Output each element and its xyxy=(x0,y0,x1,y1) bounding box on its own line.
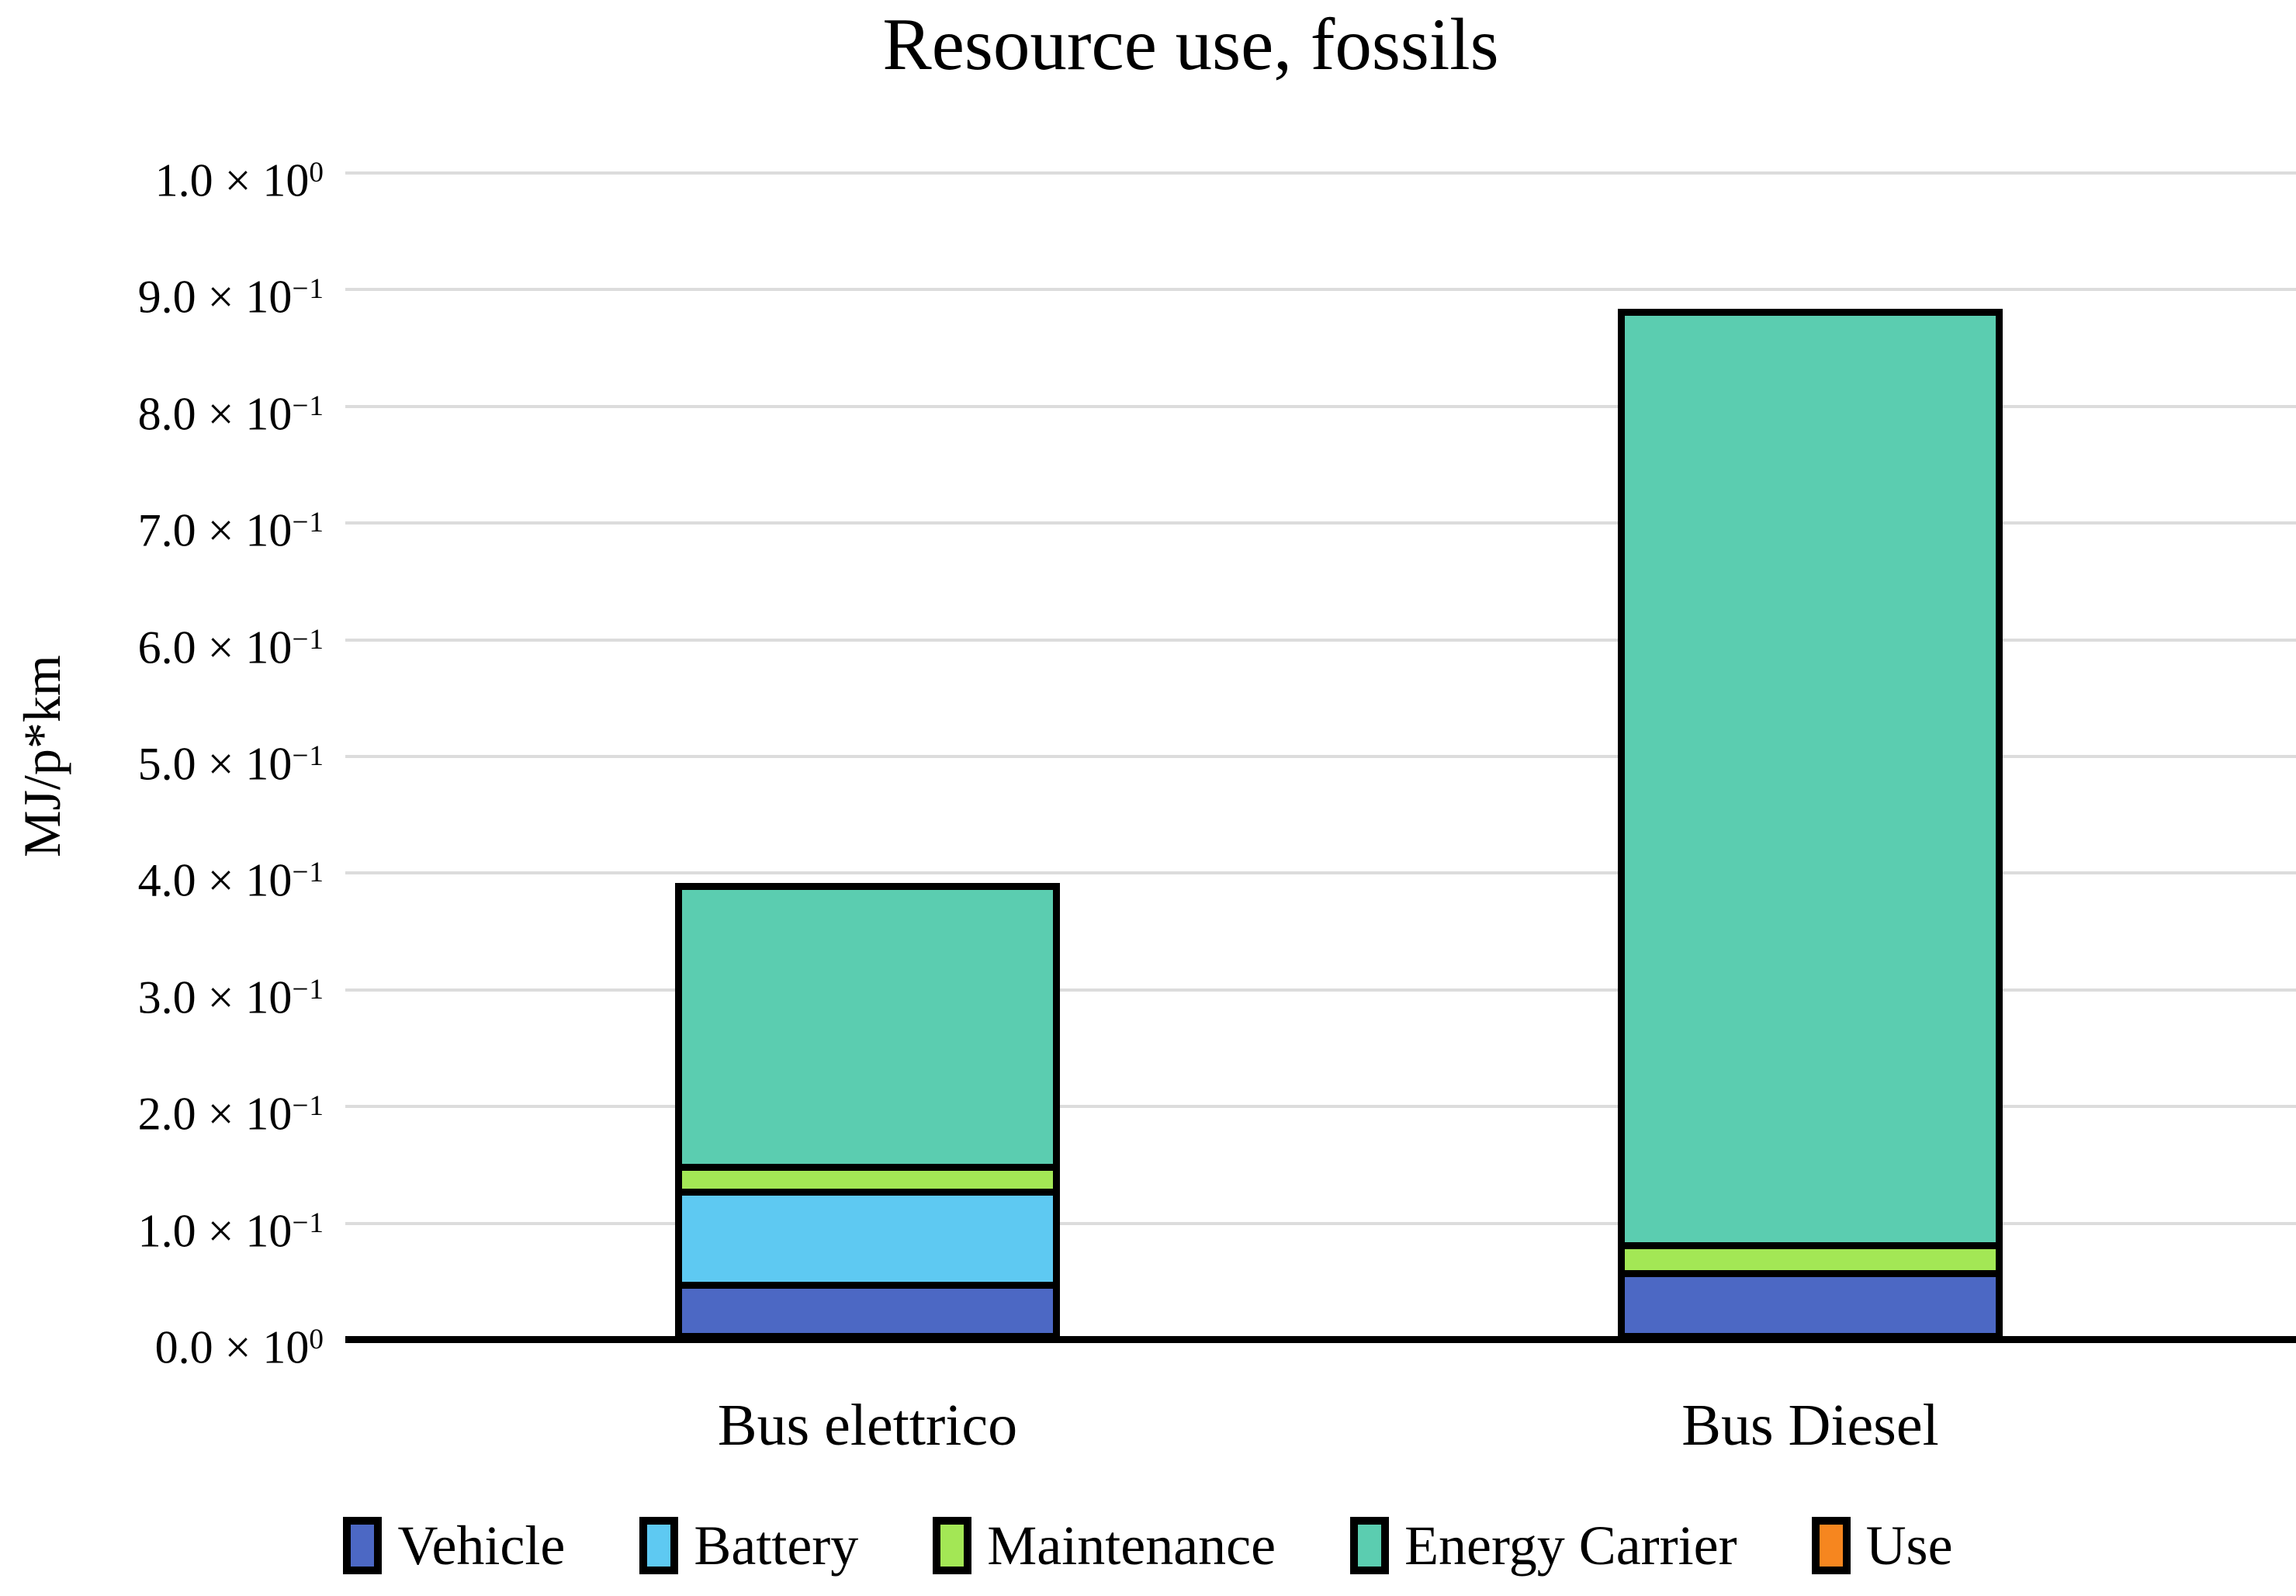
gridline xyxy=(345,405,2296,408)
legend-item-vehicle: Vehicle xyxy=(343,1508,565,1583)
y-tick-exponent: −1 xyxy=(292,1090,324,1122)
x-axis-line xyxy=(345,1336,2296,1343)
gridline xyxy=(345,171,2296,175)
y-tick-exponent: −1 xyxy=(292,974,324,1006)
y-tick-mantissa: 7.0 × 10 xyxy=(137,504,293,556)
legend-swatch-energy-carrier xyxy=(1350,1517,1390,1574)
bar-segment-energy-carrier xyxy=(675,883,1060,1171)
legend-label: Maintenance xyxy=(987,1515,1276,1577)
y-tick-mantissa: 9.0 × 10 xyxy=(137,271,293,323)
legend-swatch-maintenance xyxy=(933,1517,972,1574)
gridline xyxy=(345,639,2296,642)
y-tick-mantissa: 1.0 × 10 xyxy=(137,1205,293,1257)
x-category-label-bus-elettrico: Bus elettrico xyxy=(717,1393,1018,1458)
y-tick-exponent: −1 xyxy=(292,624,324,656)
y-tick-label: 6.0 × 10−1 xyxy=(0,612,324,676)
y-tick-label: 1.0 × 10−1 xyxy=(0,1196,324,1259)
y-tick-exponent: 0 xyxy=(309,1324,324,1355)
legend-label: Energy Carrier xyxy=(1404,1515,1737,1577)
y-tick-label: 5.0 × 10−1 xyxy=(0,729,324,792)
y-tick-label: 2.0 × 10−1 xyxy=(0,1078,324,1142)
y-tick-label: 0.0 × 100 xyxy=(0,1312,324,1376)
legend-label: Vehicle xyxy=(397,1515,566,1577)
x-category-label-bus-diesel: Bus Diesel xyxy=(1681,1393,1939,1458)
gridline xyxy=(345,871,2296,874)
gridline xyxy=(345,521,2296,524)
legend-swatch-vehicle xyxy=(343,1517,383,1574)
y-tick-mantissa: 2.0 × 10 xyxy=(137,1088,293,1140)
bar-segment-vehicle xyxy=(675,1282,1060,1340)
legend-item-maintenance: Maintenance xyxy=(933,1508,1276,1583)
y-tick-mantissa: 3.0 × 10 xyxy=(137,971,293,1023)
y-tick-label: 4.0 × 10−1 xyxy=(0,845,324,909)
y-tick-exponent: 0 xyxy=(309,157,324,189)
y-tick-label: 7.0 × 10−1 xyxy=(0,495,324,559)
y-tick-mantissa: 5.0 × 10 xyxy=(137,738,293,790)
gridline xyxy=(345,1105,2296,1108)
bar-segment-vehicle xyxy=(1618,1270,2003,1340)
y-tick-label: 1.0 × 100 xyxy=(0,145,324,209)
legend-item-use: Use xyxy=(1811,1508,1953,1583)
gridline xyxy=(345,1222,2296,1225)
y-tick-exponent: −1 xyxy=(292,1207,324,1239)
plot-area xyxy=(345,171,2296,1343)
y-tick-mantissa: 0.0 × 10 xyxy=(154,1321,310,1373)
chart-title: Resource use, fossils xyxy=(882,3,1499,85)
legend: Vehicle Battery Maintenance Energy Carrier U… xyxy=(0,1508,2296,1583)
bar-segment-energy-carrier xyxy=(1618,309,2003,1249)
legend-label: Use xyxy=(1865,1515,1953,1577)
legend-label: Battery xyxy=(694,1515,859,1577)
y-tick-exponent: −1 xyxy=(292,273,324,305)
y-tick-exponent: −1 xyxy=(292,390,324,422)
y-tick-exponent: −1 xyxy=(292,507,324,538)
y-tick-mantissa: 6.0 × 10 xyxy=(137,621,293,673)
y-tick-mantissa: 1.0 × 10 xyxy=(154,154,310,206)
bar-bus-diesel xyxy=(1618,309,2003,1340)
y-tick-exponent: −1 xyxy=(292,740,324,772)
legend-item-battery: Battery xyxy=(639,1508,858,1583)
y-tick-exponent: −1 xyxy=(292,857,324,888)
y-tick-label: 9.0 × 10−1 xyxy=(0,261,324,325)
y-tick-label: 3.0 × 10−1 xyxy=(0,962,324,1026)
gridline xyxy=(345,755,2296,758)
gridline xyxy=(345,988,2296,992)
y-tick-mantissa: 4.0 × 10 xyxy=(137,854,293,906)
gridline xyxy=(345,288,2296,291)
legend-swatch-use xyxy=(1811,1517,1851,1574)
legend-item-energy-carrier: Energy Carrier xyxy=(1350,1508,1737,1583)
legend-swatch-battery xyxy=(639,1517,679,1574)
y-tick-mantissa: 8.0 × 10 xyxy=(137,388,293,440)
y-tick-label: 8.0 × 10−1 xyxy=(0,379,324,442)
bar-bus-elettrico xyxy=(675,883,1060,1340)
bar-segment-battery xyxy=(675,1189,1060,1289)
